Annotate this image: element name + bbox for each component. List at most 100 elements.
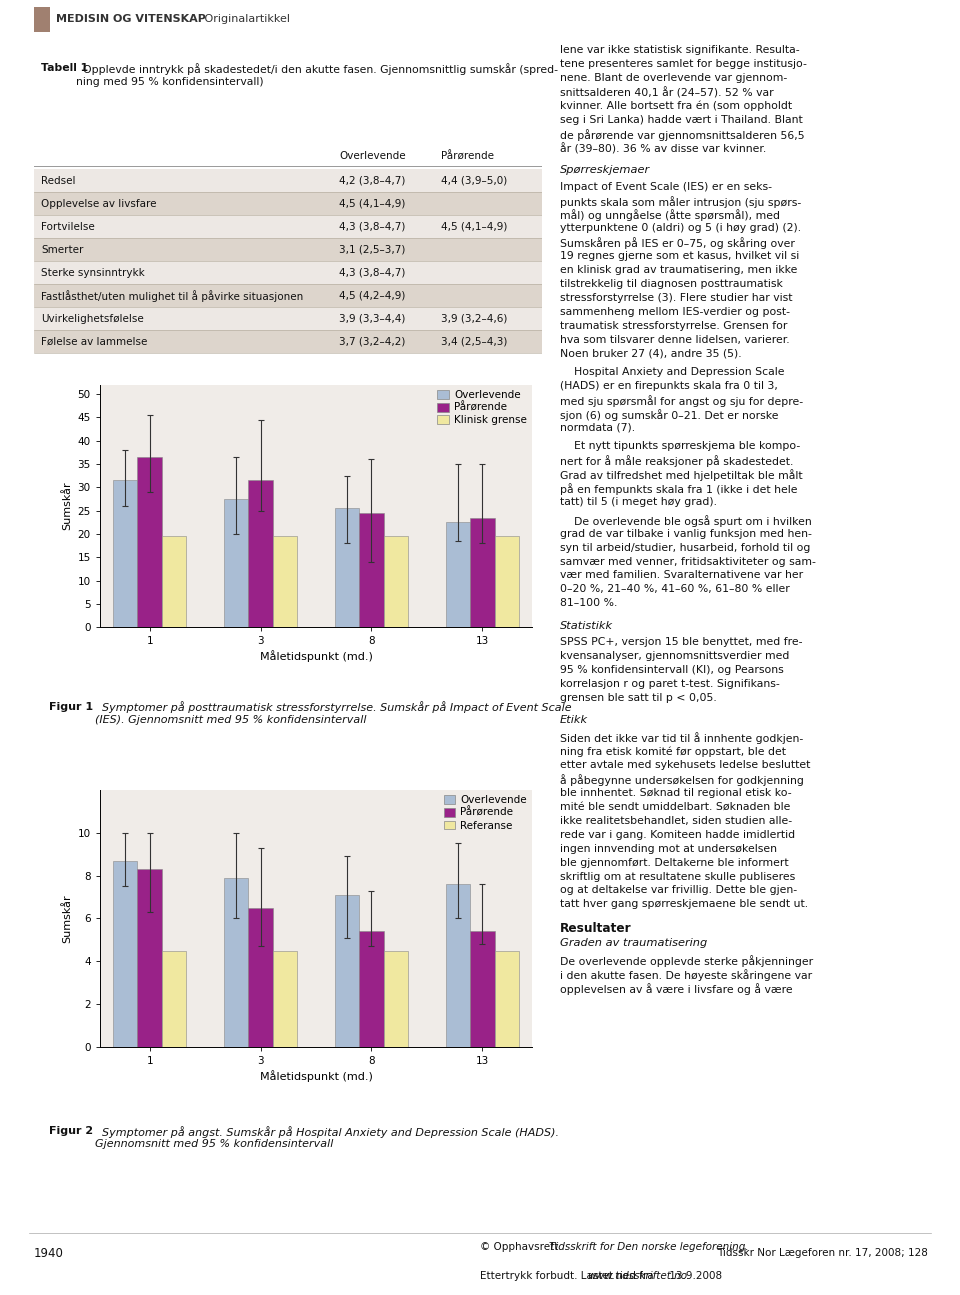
- Text: ytterpunktene 0 (aldri) og 5 (i høy grad) (2).: ytterpunktene 0 (aldri) og 5 (i høy grad…: [560, 224, 801, 233]
- Text: Symptomer på angst. Sumskår på Hospital Anxiety and Depression Scale (HADS).
Gje: Symptomer på angst. Sumskår på Hospital …: [95, 1125, 559, 1149]
- Text: Opplevde inntrykk på skadestedet/i den akutte fasen. Gjennomsnittlig sumskår (sp: Opplevde inntrykk på skadestedet/i den a…: [76, 63, 558, 87]
- Bar: [224, 878, 249, 1046]
- Bar: [335, 509, 359, 627]
- Text: mité ble sendt umiddelbart. Søknaden ble: mité ble sendt umiddelbart. Søknaden ble: [560, 802, 790, 812]
- Text: Sterke synsinntrykk: Sterke synsinntrykk: [41, 268, 145, 277]
- Bar: [137, 457, 162, 627]
- Legend: Overlevende, Pårørende, Referanse: Overlevende, Pårørende, Referanse: [444, 795, 527, 830]
- Bar: [384, 536, 408, 627]
- Text: grensen ble satt til p < 0,05.: grensen ble satt til p < 0,05.: [560, 693, 716, 703]
- Text: 81–100 %.: 81–100 %.: [560, 598, 617, 609]
- Text: tatt) til 5 (i meget høy grad).: tatt) til 5 (i meget høy grad).: [560, 496, 717, 506]
- Bar: [249, 480, 273, 627]
- Text: Tabell 1: Tabell 1: [41, 63, 88, 74]
- Bar: [384, 951, 408, 1046]
- Text: år (39–80). 36 % av disse var kvinner.: år (39–80). 36 % av disse var kvinner.: [560, 142, 766, 154]
- Text: 4,5 (4,1–4,9): 4,5 (4,1–4,9): [339, 198, 405, 208]
- Text: 4,3 (3,8–4,7): 4,3 (3,8–4,7): [339, 221, 405, 232]
- Bar: [162, 951, 186, 1046]
- Text: syn til arbeid/studier, husarbeid, forhold til og: syn til arbeid/studier, husarbeid, forho…: [560, 543, 810, 553]
- Text: Figur 2: Figur 2: [49, 1125, 93, 1136]
- Text: MEDISIN OG VITENSKAP: MEDISIN OG VITENSKAP: [56, 14, 205, 25]
- Bar: [34, 170, 542, 192]
- Text: 3,9 (3,3–4,4): 3,9 (3,3–4,4): [339, 313, 405, 324]
- Text: 19 regnes gjerne som et kasus, hvilket vil si: 19 regnes gjerne som et kasus, hvilket v…: [560, 251, 799, 262]
- Bar: [34, 307, 542, 330]
- Bar: [273, 951, 298, 1046]
- Text: Figur 1: Figur 1: [49, 702, 93, 711]
- Text: Smerter: Smerter: [41, 245, 84, 255]
- Text: Etikk: Etikk: [560, 715, 588, 725]
- Text: stressforstyrrelse (3). Flere studier har vist: stressforstyrrelse (3). Flere studier ha…: [560, 293, 792, 303]
- Text: sjon (6) og sumskår 0–21. Det er norske: sjon (6) og sumskår 0–21. Det er norske: [560, 409, 779, 421]
- Text: 4,3 (3,8–4,7): 4,3 (3,8–4,7): [339, 268, 405, 277]
- Text: kvensanalyser, gjennomsnittsverdier med: kvensanalyser, gjennomsnittsverdier med: [560, 651, 789, 662]
- Text: ingen innvending mot at undersøkelsen: ingen innvending mot at undersøkelsen: [560, 843, 777, 853]
- Text: med sju spørsmål for angst og sju for depre-: med sju spørsmål for angst og sju for de…: [560, 395, 803, 407]
- Text: samvær med venner, fritidsaktiviteter og sam-: samvær med venner, fritidsaktiviteter og…: [560, 557, 816, 566]
- Text: 4,4 (3,9–5,0): 4,4 (3,9–5,0): [441, 176, 507, 185]
- Text: 4,5 (4,1–4,9): 4,5 (4,1–4,9): [441, 221, 507, 232]
- Text: 4,2 (3,8–4,7): 4,2 (3,8–4,7): [339, 176, 405, 185]
- Text: ikke realitetsbehandlet, siden studien alle-: ikke realitetsbehandlet, siden studien a…: [560, 816, 792, 826]
- Text: 95 % konfidensintervall (KI), og Pearsons: 95 % konfidensintervall (KI), og Pearson…: [560, 666, 783, 675]
- Text: seg i Sri Lanka) hadde vært i Thailand. Blant: seg i Sri Lanka) hadde vært i Thailand. …: [560, 115, 803, 124]
- Text: rede var i gang. Komiteen hadde imidlertid: rede var i gang. Komiteen hadde imidlert…: [560, 830, 795, 839]
- Bar: [470, 518, 494, 627]
- Text: Ettertrykk forbudt. Lastet ned fra: Ettertrykk forbudt. Lastet ned fra: [480, 1272, 657, 1281]
- Text: Redsel: Redsel: [41, 176, 76, 185]
- Text: normdata (7).: normdata (7).: [560, 422, 635, 433]
- Text: 0–20 %, 21–40 %, 41–60 %, 61–80 % eller: 0–20 %, 21–40 %, 41–60 %, 61–80 % eller: [560, 584, 789, 594]
- Text: snittsalderen 40,1 år (24–57). 52 % var: snittsalderen 40,1 år (24–57). 52 % var: [560, 87, 774, 98]
- Text: www.tidsskriftet.no: www.tidsskriftet.no: [588, 1272, 687, 1281]
- Text: 3,7 (3,2–4,2): 3,7 (3,2–4,2): [339, 337, 405, 347]
- Bar: [137, 869, 162, 1046]
- Text: hva som tilsvarer denne lidelsen, varierer.: hva som tilsvarer denne lidelsen, varier…: [560, 335, 789, 344]
- Bar: [34, 284, 542, 307]
- Text: Følelse av lammelse: Følelse av lammelse: [41, 337, 148, 347]
- Bar: [34, 6, 50, 32]
- Text: skriftlig om at resultatene skulle publiseres: skriftlig om at resultatene skulle publi…: [560, 872, 795, 882]
- Text: Opplevelse av livsfare: Opplevelse av livsfare: [41, 198, 156, 208]
- Text: Resultater: Resultater: [560, 922, 632, 935]
- Text: Symptomer på posttraumatisk stressforstyrrelse. Sumskår på Impact of Event Scale: Symptomer på posttraumatisk stressforsty…: [95, 702, 571, 725]
- Text: 1940: 1940: [34, 1247, 63, 1260]
- Text: Overlevende: Overlevende: [339, 152, 405, 161]
- Text: (HADS) er en firepunkts skala fra 0 til 3,: (HADS) er en firepunkts skala fra 0 til …: [560, 381, 778, 391]
- Bar: [34, 262, 542, 284]
- Text: mål) og unngåelse (åtte spørsmål), med: mål) og unngåelse (åtte spørsmål), med: [560, 210, 780, 221]
- Text: tene presenteres samlet for begge institusjo-: tene presenteres samlet for begge instit…: [560, 60, 806, 69]
- Bar: [445, 522, 470, 627]
- Text: Noen bruker 27 (4), andre 35 (5).: Noen bruker 27 (4), andre 35 (5).: [560, 348, 741, 359]
- Text: punkts skala som måler intrusjon (sju spørs-: punkts skala som måler intrusjon (sju sp…: [560, 196, 801, 207]
- Text: De overlevende ble også spurt om i hvilken: De overlevende ble også spurt om i hvilk…: [560, 514, 811, 527]
- Bar: [34, 192, 542, 215]
- Text: Grad av tilfredshet med hjelpetiltak ble målt: Grad av tilfredshet med hjelpetiltak ble…: [560, 469, 803, 480]
- Text: sammenheng mellom IES-verdier og post-: sammenheng mellom IES-verdier og post-: [560, 307, 790, 317]
- Text: etter avtale med sykehusets ledelse besluttet: etter avtale med sykehusets ledelse besl…: [560, 760, 810, 771]
- Text: De overlevende opplevde sterke påkjenninger: De overlevende opplevde sterke påkjennin…: [560, 956, 813, 967]
- Bar: [34, 238, 542, 262]
- Bar: [113, 480, 137, 627]
- Text: nert for å måle reaksjoner på skadestedet.: nert for å måle reaksjoner på skadestede…: [560, 455, 793, 466]
- Text: Statistikk: Statistikk: [560, 620, 612, 631]
- Text: Originalartikkel: Originalartikkel: [194, 14, 290, 25]
- Text: 3,9 (3,2–4,6): 3,9 (3,2–4,6): [441, 313, 507, 324]
- Text: Et nytt tipunkts spørreskjema ble kompo-: Et nytt tipunkts spørreskjema ble kompo-: [560, 440, 800, 451]
- Text: 13.9.2008: 13.9.2008: [666, 1272, 722, 1281]
- Text: i den akutte fasen. De høyeste skåringene var: i den akutte fasen. De høyeste skåringen…: [560, 969, 812, 982]
- Text: Uvirkelighetsfølelse: Uvirkelighetsfølelse: [41, 313, 144, 324]
- Text: de pårørende var gjennomsnittsalderen 56,5: de pårørende var gjennomsnittsalderen 56…: [560, 128, 804, 141]
- Bar: [273, 536, 298, 627]
- Text: ning fra etisk komité før oppstart, ble det: ning fra etisk komité før oppstart, ble …: [560, 746, 785, 756]
- Text: ble innhentet. Søknad til regional etisk ko-: ble innhentet. Søknad til regional etisk…: [560, 787, 791, 798]
- Text: SPSS PC+, versjon 15 ble benyttet, med fre-: SPSS PC+, versjon 15 ble benyttet, med f…: [560, 637, 803, 648]
- Y-axis label: Sumskår: Sumskår: [62, 894, 72, 943]
- Text: Impact of Event Scale (IES) er en seks-: Impact of Event Scale (IES) er en seks-: [560, 181, 772, 192]
- Bar: [113, 861, 137, 1046]
- Text: tilstrekkelig til diagnosen posttraumatisk: tilstrekkelig til diagnosen posttraumati…: [560, 280, 782, 289]
- Text: Spørreskjemaer: Spørreskjemaer: [560, 164, 650, 175]
- Bar: [445, 884, 470, 1046]
- Text: © Opphavsrett: © Opphavsrett: [480, 1242, 562, 1251]
- Text: Tidsskrift for Den norske legeforening.: Tidsskrift for Den norske legeforening.: [549, 1242, 749, 1251]
